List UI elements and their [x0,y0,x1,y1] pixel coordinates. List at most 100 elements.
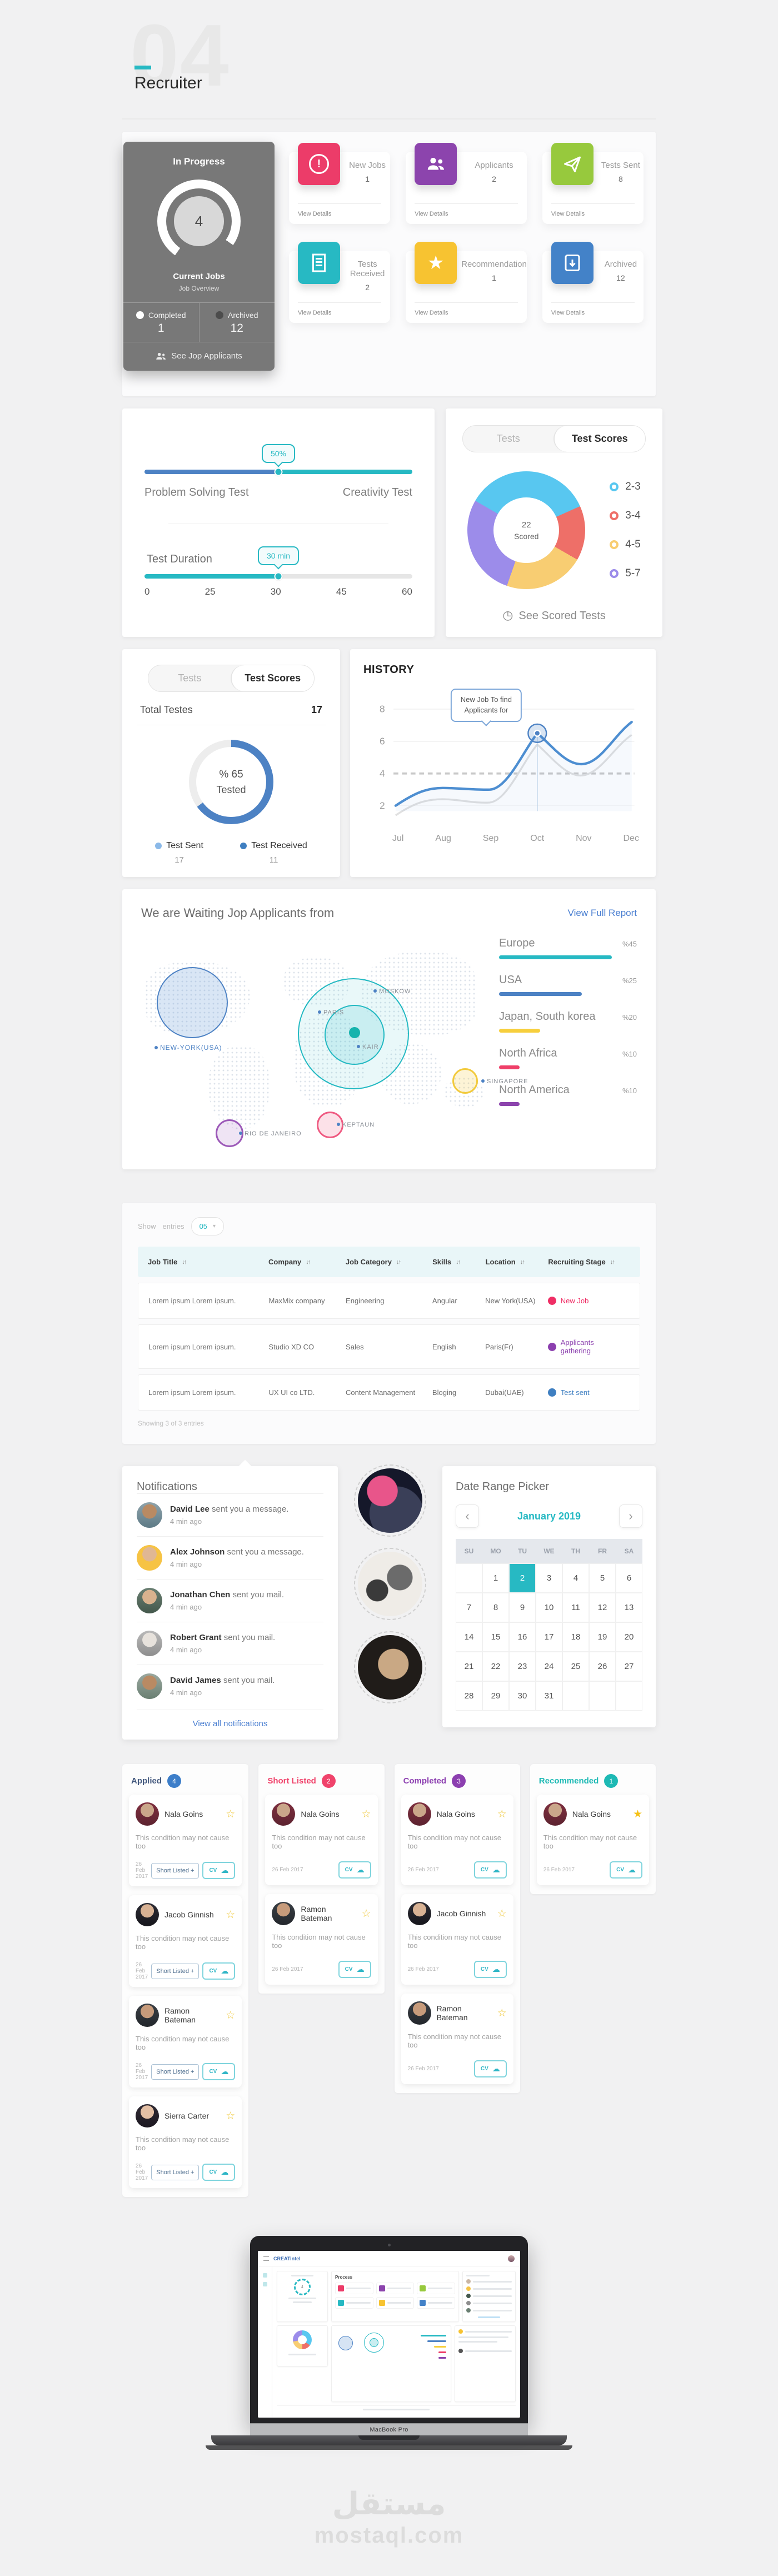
notification-item[interactable]: David James sent you mail. 4 min ago [137,1665,323,1707]
sort-icon[interactable]: ↓↑ [396,1258,401,1265]
tab-test-scores[interactable]: Test Scores [231,665,314,691]
see-job-applicants-button[interactable]: See Jop Applicants [123,342,275,371]
test-duration-slider[interactable] [144,572,412,581]
applicant-card[interactable]: Ramon Bateman ☆ This condition may not ca… [265,1894,378,1985]
applicant-card[interactable]: Nala Goins ☆ This condition may not cause… [401,1795,513,1885]
column-header[interactable]: Skills ↓↑ [432,1258,461,1266]
star-icon[interactable]: ☆ [497,1907,507,1920]
slider-handle[interactable] [274,467,283,476]
calendar-day[interactable]: 30 [509,1681,536,1711]
calendar-day[interactable]: 1 [482,1563,509,1593]
calendar-day[interactable]: 3 [536,1563,562,1593]
notification-item[interactable]: Jonathan Chen sent you mail. 4 min ago [137,1579,323,1622]
column-header[interactable]: Company ↓↑ [268,1258,311,1266]
short-listed-button[interactable]: Short Listed + [151,1862,200,1879]
calendar-day[interactable]: 27 [616,1652,642,1681]
calendar-day[interactable]: 20 [616,1622,642,1652]
map-circle-singapore[interactable] [452,1068,478,1094]
cv-download-button[interactable]: CV ☁ [473,1961,507,1978]
sort-icon[interactable]: ↓↑ [182,1258,187,1265]
next-month-button[interactable]: › [619,1504,642,1528]
tab-test-scores[interactable]: Test Scores [553,426,645,452]
calendar-day[interactable]: 16 [509,1622,536,1652]
applicant-card[interactable]: Ramon Bateman ☆ This condition may not ca… [401,1994,513,2084]
star-icon[interactable]: ☆ [361,1907,371,1920]
cv-download-button[interactable]: CV ☁ [338,1861,371,1879]
cv-download-button[interactable]: CV ☁ [202,2063,236,2080]
column-header[interactable]: Location ↓↑ [485,1258,525,1266]
calendar-day[interactable]: 8 [482,1593,509,1622]
slider-handle[interactable] [274,572,283,581]
see-scored-tests-button[interactable]: ◷ See Scored Tests [502,608,606,622]
notification-item[interactable]: Alex Johnson sent you a message. 4 min ag… [137,1536,323,1579]
calendar-day[interactable]: 18 [562,1622,589,1652]
applicant-card[interactable]: Ramon Bateman ☆ This condition may not ca… [129,1996,242,2087]
tab-tests[interactable]: Tests [178,672,202,684]
calendar-day[interactable]: 4 [562,1563,589,1593]
star-icon[interactable]: ★ [632,1808,642,1820]
notification-item[interactable]: Robert Grant sent you mail. 4 min ago [137,1622,323,1665]
column-header[interactable]: Job Category ↓↑ [345,1258,401,1266]
table-row[interactable]: Lorem ipsum Lorem ipsum. MaxMix company … [138,1283,640,1319]
calendar-day[interactable]: 28 [456,1681,482,1711]
sort-icon[interactable]: ↓↑ [520,1258,525,1265]
calendar-day[interactable]: 5 [589,1563,616,1593]
cv-download-button[interactable]: CV ☁ [473,1861,507,1879]
calendar-day[interactable]: 13 [616,1593,642,1622]
calendar-day[interactable]: 6 [616,1563,642,1593]
column-header[interactable]: Recruiting Stage ↓↑ [548,1258,615,1266]
cv-download-button[interactable]: CV ☁ [473,2060,507,2077]
star-icon[interactable]: ☆ [226,1909,236,1921]
notification-item[interactable]: David Lee sent you a message. 4 min ago [137,1493,323,1536]
star-icon[interactable]: ☆ [497,2007,507,2019]
applicant-card[interactable]: Nala Goins ☆ This condition may not cause… [265,1795,378,1885]
star-icon[interactable]: ☆ [226,2110,236,2122]
calendar-day[interactable]: 2 [509,1563,536,1593]
calendar-day[interactable]: 26 [589,1652,616,1681]
calendar-day[interactable]: 29 [482,1681,509,1711]
star-icon[interactable]: ☆ [497,1808,507,1820]
applicant-card[interactable]: Nala Goins ☆ This condition may not cause… [129,1795,242,1886]
tab-tests[interactable]: Tests [496,433,520,444]
cv-download-button[interactable]: CV ☁ [610,1861,642,1879]
map-circle-usa[interactable] [157,967,228,1038]
cv-download-button[interactable]: CV ☁ [338,1961,371,1978]
applicant-card[interactable]: Nala Goins ★ This condition may not cause… [536,1795,649,1885]
test-type-slider[interactable]: 50% [144,444,412,476]
short-listed-button[interactable]: Short Listed + [151,2164,200,2180]
calendar-day[interactable]: 25 [562,1652,589,1681]
calendar-day[interactable]: 10 [536,1593,562,1622]
calendar-day[interactable]: 31 [536,1681,562,1711]
view-all-notifications-link[interactable]: View all notifications [137,1710,323,1728]
view-full-report-link[interactable]: View Full Report [567,908,637,918]
map-circle-rio[interactable] [216,1119,243,1147]
view-details-link[interactable]: View Details [415,310,448,316]
prev-month-button[interactable]: ‹ [456,1504,479,1528]
calendar-day[interactable]: 24 [536,1652,562,1681]
calendar-day[interactable]: 23 [509,1652,536,1681]
applicant-card[interactable]: Jacob Ginnish ☆ This condition may not ca… [401,1894,513,1985]
cv-download-button[interactable]: CV ☁ [202,1962,236,1980]
star-icon[interactable]: ☆ [361,1808,371,1820]
calendar-day[interactable]: 22 [482,1652,509,1681]
calendar-day[interactable]: 11 [562,1593,589,1622]
calendar-day[interactable]: 17 [536,1622,562,1652]
short-listed-button[interactable]: Short Listed + [151,2064,200,2080]
entries-select[interactable]: 05 ▾ [191,1217,225,1235]
column-header[interactable]: Job Title ↓↑ [148,1258,187,1266]
calendar-day[interactable]: 15 [482,1622,509,1652]
star-icon[interactable]: ☆ [226,2009,236,2021]
sort-icon[interactable]: ↓↑ [456,1258,461,1265]
calendar-day[interactable]: 9 [509,1593,536,1622]
calendar-day[interactable]: 7 [456,1593,482,1622]
calendar-day[interactable]: 19 [589,1622,616,1652]
view-details-link[interactable]: View Details [415,211,448,217]
view-details-link[interactable]: View Details [298,211,332,217]
sort-icon[interactable]: ↓↑ [306,1258,311,1265]
view-details-link[interactable]: View Details [298,310,332,316]
sort-icon[interactable]: ↓↑ [610,1258,615,1265]
view-details-link[interactable]: View Details [551,211,585,217]
calendar-day[interactable]: 12 [589,1593,616,1622]
table-row[interactable]: Lorem ipsum Lorem ipsum. UX UI co LTD. C… [138,1374,640,1411]
star-icon[interactable]: ☆ [226,1808,236,1820]
